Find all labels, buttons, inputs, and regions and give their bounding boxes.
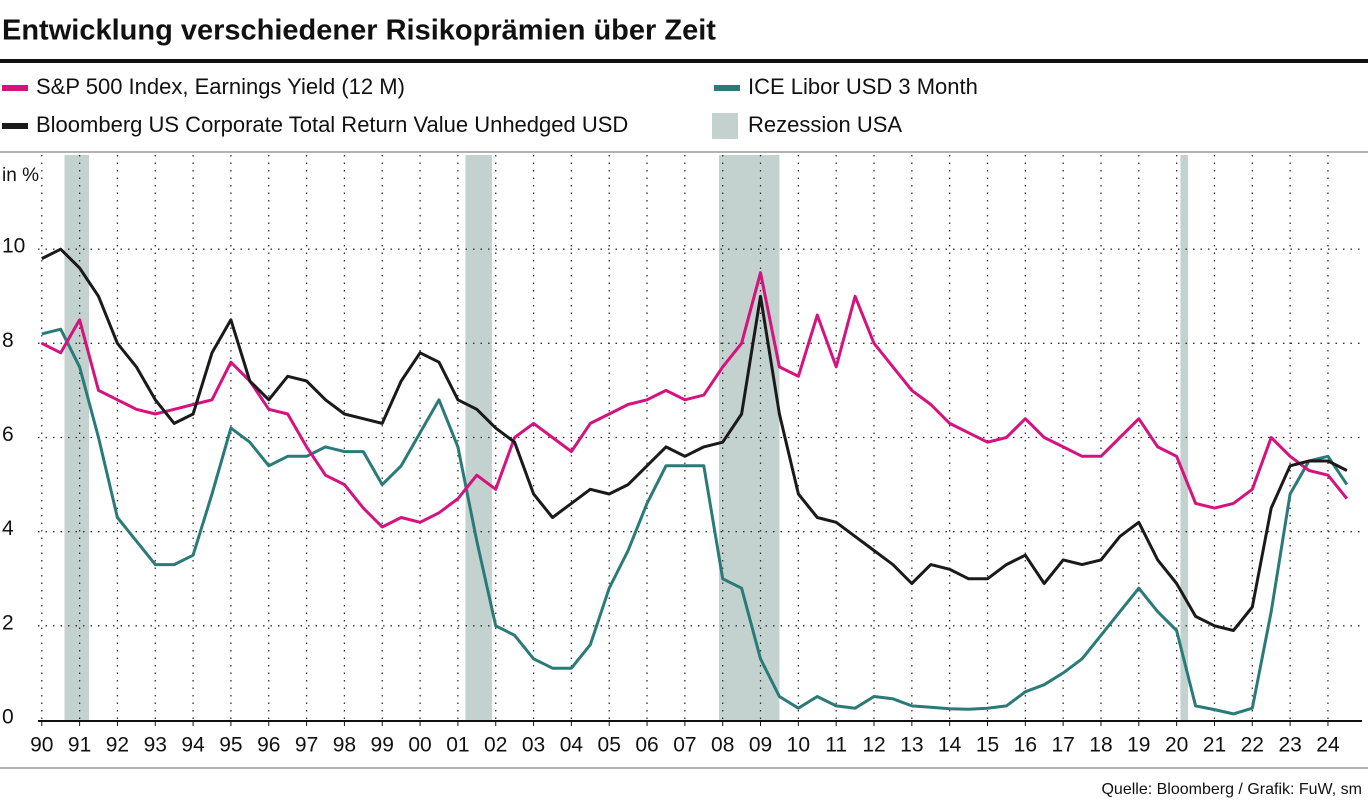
x-tick-label: 20: [1165, 734, 1188, 757]
x-tick-label: 00: [408, 734, 431, 757]
y-axis-label: in %: [2, 165, 39, 186]
x-tick-label: 10: [787, 734, 810, 757]
x-tick-label: 08: [711, 734, 734, 757]
x-tick-label: 90: [30, 734, 53, 757]
x-tick-label: 07: [673, 734, 696, 757]
x-tick-label: 93: [144, 734, 167, 757]
legend-label: Bloomberg US Corporate Total Return Valu…: [36, 112, 628, 137]
title-rule: [0, 59, 1368, 63]
x-tick-label: 04: [560, 734, 584, 757]
x-tick-label: 14: [938, 734, 962, 757]
x-tick-label: 13: [900, 734, 923, 757]
x-tick-label: 97: [295, 734, 318, 757]
legend-label: Rezession USA: [748, 112, 902, 137]
x-tick-label: 19: [1127, 734, 1150, 757]
x-tick-label: 22: [1241, 734, 1264, 757]
y-tick-label: 10: [2, 235, 25, 258]
legend-swatch: [712, 113, 738, 139]
x-tick-label: 15: [976, 734, 999, 757]
y-tick-label: 0: [2, 706, 14, 729]
chart-title: Entwicklung verschiedener Risikoprämien …: [2, 15, 716, 47]
x-tick-label: 96: [257, 734, 280, 757]
y-tick-label: 4: [2, 517, 14, 540]
recession-band: [718, 155, 780, 720]
source: Quelle: Bloomberg / Grafik: FuW, sm: [1101, 781, 1362, 798]
y-tick-label: 8: [2, 329, 14, 352]
x-tick-label: 17: [1051, 734, 1074, 757]
series-line: [41, 327, 1349, 716]
x-tick-label: 91: [68, 734, 91, 757]
x-tick-label: 95: [219, 734, 242, 757]
x-tick-label: 12: [862, 734, 885, 757]
x-tick-label: 01: [446, 734, 469, 757]
x-tick-label: 09: [749, 734, 772, 757]
x-tick-label: 06: [635, 734, 658, 757]
legend-label: S&P 500 Index, Earnings Yield (12 M): [36, 74, 405, 99]
series-line: [41, 271, 1349, 529]
x-tick-label: 92: [106, 734, 129, 757]
x-tick-label: 03: [522, 734, 545, 757]
x-tick-label: 11: [825, 734, 847, 757]
x-tick-label: 94: [181, 734, 205, 757]
x-tick-label: 23: [1278, 734, 1301, 757]
x-tick-label: 02: [484, 734, 507, 757]
y-tick-label: 6: [2, 423, 14, 446]
x-tick-label: 24: [1316, 734, 1340, 757]
recession-band: [1180, 155, 1188, 720]
x-tick-label: 18: [1089, 734, 1112, 757]
x-tick-label: 99: [371, 734, 394, 757]
recession-band: [465, 155, 492, 720]
legend-label: ICE Libor USD 3 Month: [748, 74, 978, 99]
y-tick-label: 2: [2, 611, 14, 634]
x-tick-label: 98: [333, 734, 356, 757]
x-tick-label: 16: [1014, 734, 1037, 757]
series-line: [41, 247, 1348, 632]
x-tick-label: 21: [1203, 734, 1226, 757]
x-tick-label: 05: [598, 734, 621, 757]
